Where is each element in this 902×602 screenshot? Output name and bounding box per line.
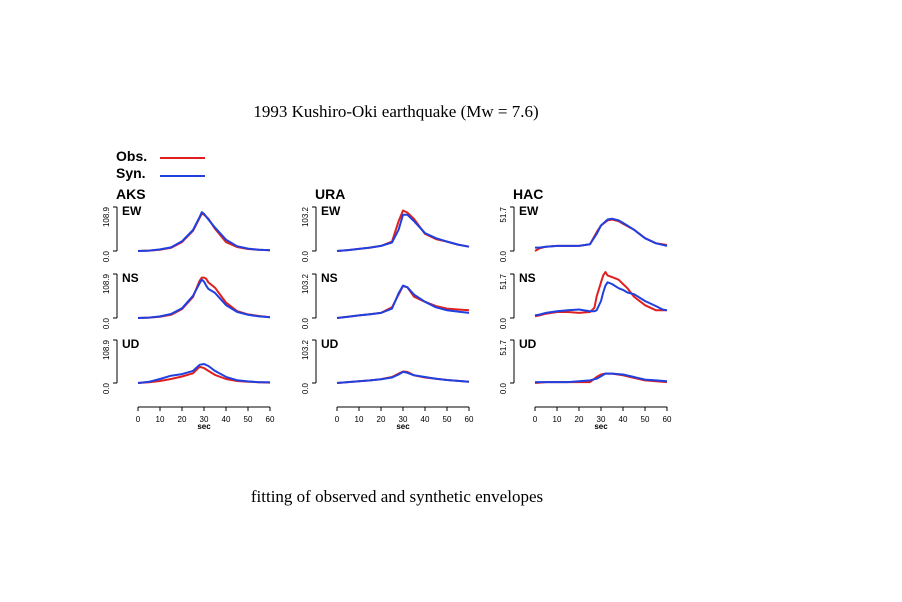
panel-ns: 0.0 103.2 NS bbox=[301, 271, 470, 329]
panel-ns: 0.0 108.9 NS bbox=[102, 271, 271, 329]
component-label: EW bbox=[122, 204, 142, 218]
x-tick-label: 30 bbox=[200, 415, 209, 424]
x-tick-label: 10 bbox=[355, 415, 364, 424]
x-axis-label: sec bbox=[197, 422, 211, 431]
y-tick-label: 0.0 bbox=[499, 250, 508, 262]
panel-ns: 0.0 51.7 NS bbox=[499, 271, 668, 329]
x-tick-label: 60 bbox=[663, 415, 672, 424]
series-syn-line bbox=[336, 370, 470, 384]
x-tick-label: 40 bbox=[619, 415, 628, 424]
x-axis: 0 10 20 30 40 50 60 sec bbox=[136, 406, 275, 431]
station-label: URA bbox=[315, 186, 345, 202]
x-tick-label: 20 bbox=[575, 415, 584, 424]
series-syn-line bbox=[336, 213, 470, 252]
series-syn-line bbox=[336, 284, 470, 319]
series-syn-line bbox=[535, 372, 668, 384]
x-axis-label: sec bbox=[396, 422, 410, 431]
component-label: NS bbox=[519, 271, 536, 285]
panel-ew: 0.0 103.2 EW bbox=[301, 204, 470, 262]
x-axis: 0 10 20 30 40 50 60 sec bbox=[335, 406, 474, 431]
series-syn-line bbox=[534, 281, 668, 317]
y-tick-label: 103.2 bbox=[301, 206, 310, 227]
component-label: EW bbox=[519, 204, 539, 218]
y-tick-label: 51.7 bbox=[499, 206, 508, 222]
y-tick-label: 0.0 bbox=[301, 250, 310, 262]
y-tick-label: 51.7 bbox=[499, 339, 508, 355]
x-tick-label: 30 bbox=[597, 415, 606, 424]
x-tick-label: 60 bbox=[465, 415, 474, 424]
station-hac: HAC 0.0 51.7 EW 0.0 51.7 NS 0.0 51.7 UD 0 10 20 30 40 5… bbox=[499, 186, 672, 431]
station-plots: AKS 0.0 108.9 EW 0.0 108.9 NS 0.0 108.9 UD 0 10 20 30… bbox=[102, 186, 672, 431]
series-obs-line bbox=[534, 271, 667, 318]
y-tick-label: 108.9 bbox=[102, 339, 111, 360]
component-label: UD bbox=[321, 337, 339, 351]
legend-syn-label: Syn. bbox=[116, 165, 146, 181]
x-tick-label: 10 bbox=[156, 415, 165, 424]
station-ura: URA 0.0 103.2 EW 0.0 103.2 NS 0.0 103.2 UD 0 10 20 30… bbox=[301, 186, 474, 431]
series-syn-line bbox=[535, 217, 668, 249]
x-tick-label: 40 bbox=[421, 415, 430, 424]
station-label: AKS bbox=[116, 186, 146, 202]
component-label: UD bbox=[519, 337, 537, 351]
y-tick-label: 108.9 bbox=[102, 206, 111, 227]
legend: Obs. Syn. bbox=[116, 148, 205, 181]
x-tick-label: 0 bbox=[533, 415, 538, 424]
component-label: NS bbox=[122, 271, 139, 285]
panel-ud: 0.0 103.2 UD bbox=[301, 337, 470, 394]
series-syn-line bbox=[137, 211, 271, 252]
series-obs-line bbox=[336, 285, 470, 319]
x-tick-label: 20 bbox=[377, 415, 386, 424]
panel-ud: 0.0 108.9 UD bbox=[102, 337, 271, 394]
caption: fitting of observed and synthetic envelo… bbox=[251, 487, 543, 506]
y-tick-label: 0.0 bbox=[301, 382, 310, 394]
y-tick-label: 0.0 bbox=[301, 317, 310, 329]
x-tick-label: 30 bbox=[399, 415, 408, 424]
x-axis-label: sec bbox=[594, 422, 608, 431]
x-tick-label: 50 bbox=[244, 415, 253, 424]
y-tick-label: 0.0 bbox=[102, 382, 111, 394]
y-tick-label: 51.7 bbox=[499, 273, 508, 289]
series-syn-line bbox=[137, 278, 271, 319]
component-label: NS bbox=[321, 271, 338, 285]
y-tick-label: 103.2 bbox=[301, 273, 310, 294]
series-obs-line bbox=[137, 212, 271, 252]
x-tick-label: 0 bbox=[136, 415, 141, 424]
panel-ew: 0.0 51.7 EW bbox=[499, 204, 668, 262]
series-syn-line bbox=[137, 363, 270, 384]
y-tick-label: 108.9 bbox=[102, 273, 111, 294]
panel-ud: 0.0 51.7 UD bbox=[499, 337, 668, 394]
x-tick-label: 20 bbox=[178, 415, 187, 424]
y-tick-label: 103.2 bbox=[301, 339, 310, 360]
panel-ew: 0.0 108.9 EW bbox=[102, 204, 271, 262]
x-tick-label: 10 bbox=[553, 415, 562, 424]
x-axis: 0 10 20 30 40 50 60 sec bbox=[533, 406, 672, 431]
y-tick-label: 0.0 bbox=[102, 250, 111, 262]
y-tick-label: 0.0 bbox=[499, 382, 508, 394]
x-tick-label: 50 bbox=[443, 415, 452, 424]
x-tick-label: 60 bbox=[266, 415, 275, 424]
component-label: EW bbox=[321, 204, 341, 218]
station-aks: AKS 0.0 108.9 EW 0.0 108.9 NS 0.0 108.9 UD 0 10 20 30… bbox=[102, 186, 275, 431]
component-label: UD bbox=[122, 337, 140, 351]
station-label: HAC bbox=[513, 186, 543, 202]
y-tick-label: 0.0 bbox=[102, 317, 111, 329]
legend-obs-label: Obs. bbox=[116, 148, 147, 164]
x-tick-label: 40 bbox=[222, 415, 231, 424]
y-tick-label: 0.0 bbox=[499, 317, 508, 329]
x-tick-label: 50 bbox=[641, 415, 650, 424]
chart-title: 1993 Kushiro-Oki earthquake (Mw = 7.6) bbox=[253, 102, 538, 121]
x-tick-label: 0 bbox=[335, 415, 340, 424]
